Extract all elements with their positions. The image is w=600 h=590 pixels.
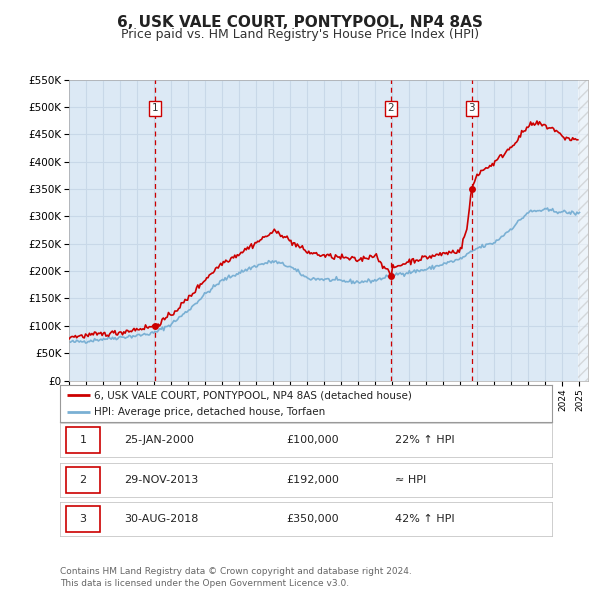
FancyBboxPatch shape bbox=[66, 427, 100, 453]
Text: 30-AUG-2018: 30-AUG-2018 bbox=[124, 514, 199, 524]
FancyBboxPatch shape bbox=[66, 506, 100, 532]
Text: 1: 1 bbox=[80, 435, 86, 445]
Text: £350,000: £350,000 bbox=[286, 514, 339, 524]
Text: 25-JAN-2000: 25-JAN-2000 bbox=[124, 435, 194, 445]
Text: 22% ↑ HPI: 22% ↑ HPI bbox=[395, 435, 454, 445]
Text: 1: 1 bbox=[152, 103, 158, 113]
Text: 2: 2 bbox=[80, 475, 86, 484]
Text: Contains HM Land Registry data © Crown copyright and database right 2024.
This d: Contains HM Land Registry data © Crown c… bbox=[60, 568, 412, 588]
Text: ≈ HPI: ≈ HPI bbox=[395, 475, 426, 484]
Text: £100,000: £100,000 bbox=[286, 435, 339, 445]
FancyBboxPatch shape bbox=[66, 467, 100, 493]
Text: 6, USK VALE COURT, PONTYPOOL, NP4 8AS (detached house): 6, USK VALE COURT, PONTYPOOL, NP4 8AS (d… bbox=[94, 390, 412, 400]
Text: 42% ↑ HPI: 42% ↑ HPI bbox=[395, 514, 454, 524]
Text: 6, USK VALE COURT, PONTYPOOL, NP4 8AS: 6, USK VALE COURT, PONTYPOOL, NP4 8AS bbox=[117, 15, 483, 30]
Text: HPI: Average price, detached house, Torfaen: HPI: Average price, detached house, Torf… bbox=[94, 407, 326, 417]
Text: Price paid vs. HM Land Registry's House Price Index (HPI): Price paid vs. HM Land Registry's House … bbox=[121, 28, 479, 41]
Bar bbox=[578, 80, 588, 381]
Text: 3: 3 bbox=[80, 514, 86, 524]
Text: £192,000: £192,000 bbox=[286, 475, 339, 484]
Text: 29-NOV-2013: 29-NOV-2013 bbox=[124, 475, 198, 484]
Text: 2: 2 bbox=[388, 103, 394, 113]
Text: 3: 3 bbox=[468, 103, 475, 113]
